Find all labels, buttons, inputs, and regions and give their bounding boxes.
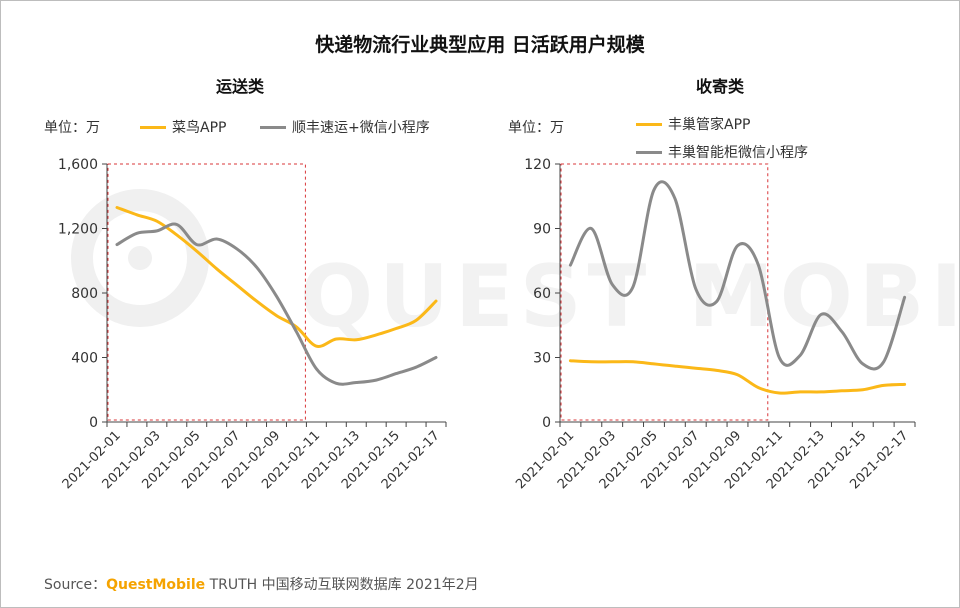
series-line-2 [115, 222, 438, 386]
series-line-2 [568, 180, 907, 371]
legend-label: 菜鸟APP [172, 120, 227, 136]
legend-swatch-orange [140, 125, 166, 129]
y-tick-label: 400 [71, 351, 98, 367]
source-suffix: TRUTH 中国移动互联网数据库 2021年2月 [205, 577, 479, 593]
series-line-1 [115, 206, 438, 348]
legend-sf-express: 顺丰速运+微信小程序 [260, 117, 430, 137]
legend-swatch-orange [636, 122, 662, 126]
legend-label: 顺丰速运+微信小程序 [292, 120, 430, 136]
legend-label: 丰巢智能柜微信小程序 [668, 145, 808, 161]
y-tick-label: 0 [542, 415, 551, 431]
source-prefix: Source： [44, 577, 107, 593]
right-chart-title: 收寄类 [695, 77, 744, 96]
y-tick-label: 0 [89, 415, 98, 431]
y-tick-label: 1,600 [58, 157, 98, 173]
y-tick-label: 90 [533, 222, 551, 238]
legend-label: 丰巢管家APP [668, 117, 751, 133]
legend-hive-miniprogram: 丰巢智能柜微信小程序 [636, 142, 808, 162]
series-line-1 [568, 359, 907, 395]
y-tick-label: 30 [533, 351, 551, 367]
legend-swatch-gray [636, 150, 662, 154]
y-tick-label: 800 [71, 286, 98, 302]
legend-hive-app: 丰巢管家APP [636, 114, 750, 134]
y-tick-label: 60 [533, 286, 551, 302]
page-title: 快递物流行业典型应用 日活跃用户规模 [315, 34, 645, 56]
svg-text:QUEST MOBILE: QUEST MOBILE [300, 247, 960, 347]
right-unit-label: 单位：万 [508, 120, 564, 136]
y-tick-label: 1,200 [58, 222, 98, 238]
legend-cainiao: 菜鸟APP [140, 117, 226, 137]
y-tick-label: 120 [524, 157, 551, 173]
left-chart-title: 运送类 [215, 77, 264, 96]
highlight-box [560, 163, 769, 421]
left-unit-label: 单位：万 [44, 120, 100, 136]
highlight-box [107, 163, 306, 421]
source-note: Source：QuestMobile TRUTH 中国移动互联网数据库 2021… [44, 574, 479, 594]
legend-swatch-gray [260, 125, 286, 129]
source-brand: QuestMobile [106, 577, 206, 593]
